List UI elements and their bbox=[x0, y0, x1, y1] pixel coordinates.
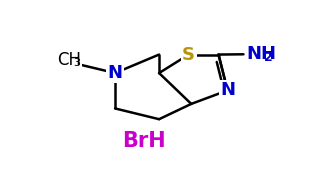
Text: NH: NH bbox=[246, 45, 276, 63]
Text: N: N bbox=[220, 81, 235, 99]
Text: CH: CH bbox=[57, 51, 81, 69]
Text: S: S bbox=[182, 46, 195, 64]
Text: N: N bbox=[108, 64, 123, 82]
Text: BrH: BrH bbox=[123, 131, 166, 151]
Text: 2: 2 bbox=[264, 50, 272, 64]
Text: 3: 3 bbox=[73, 58, 80, 68]
